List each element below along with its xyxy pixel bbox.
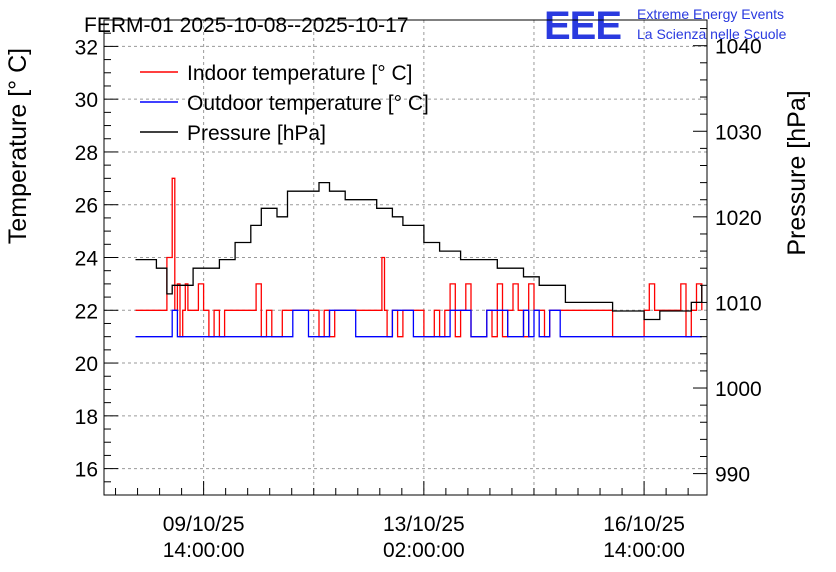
legend: Indoor temperature [° C] Outdoor temperat… xyxy=(140,62,429,145)
x-tick-label-date: 16/10/25 xyxy=(603,513,685,536)
axes: 16 18 20 22 24 26 28 30 32 990 1000 1010 1020 1030 104… xyxy=(75,19,762,562)
eee-logo-line2: La Scienza nelle Scuole xyxy=(637,26,787,42)
x-tick-label-time: 14:00:00 xyxy=(603,539,685,562)
legend-label-0: Indoor temperature [° C] xyxy=(187,62,413,85)
y-right-tick-label: 1020 xyxy=(715,207,762,230)
x-tick-label-date: 09/10/25 xyxy=(163,513,245,536)
y-left-tick-label: 20 xyxy=(75,353,98,376)
legend-label-2: Pressure [hPa] xyxy=(187,122,326,145)
chart-title: FERM-01 2025-10-08--2025-10-17 xyxy=(84,14,409,37)
eee-logo: EEE Extreme Energy Events La Scienza nel… xyxy=(544,4,787,48)
y-right-tick-label: 1010 xyxy=(715,292,762,315)
grid xyxy=(104,20,707,495)
y-right-tick-label: 1000 xyxy=(715,378,762,401)
eee-logo-mark: EEE xyxy=(544,4,621,48)
series-line-1 xyxy=(135,309,702,338)
y-right-tick-label: 1030 xyxy=(715,121,762,144)
y-left-tick-label: 26 xyxy=(75,195,98,218)
y-left-tick-label: 30 xyxy=(75,89,98,112)
legend-label-1: Outdoor temperature [° C] xyxy=(187,92,429,115)
y-left-tick-label: 22 xyxy=(75,300,98,323)
y-left-tick-label: 18 xyxy=(75,406,98,429)
x-tick-label-date: 13/10/25 xyxy=(383,513,465,536)
eee-logo-line1: Extreme Energy Events xyxy=(637,6,784,22)
x-tick-label-time: 02:00:00 xyxy=(383,539,465,562)
y-axis-left-title: Temperature [° C] xyxy=(4,48,32,244)
series-layer xyxy=(135,177,703,338)
y-right-tick-label: 990 xyxy=(715,464,750,487)
y-left-tick-label: 16 xyxy=(75,459,98,482)
y-right-tick-label: 1040 xyxy=(715,36,762,59)
x-tick-label-time: 14:00:00 xyxy=(163,539,245,562)
y-left-tick-label: 28 xyxy=(75,142,98,165)
series-line-2 xyxy=(135,181,703,321)
y-left-tick-label: 32 xyxy=(75,36,98,59)
y-axis-right-title: Pressure [hPa] xyxy=(783,90,811,255)
y-left-tick-label: 24 xyxy=(75,248,99,271)
